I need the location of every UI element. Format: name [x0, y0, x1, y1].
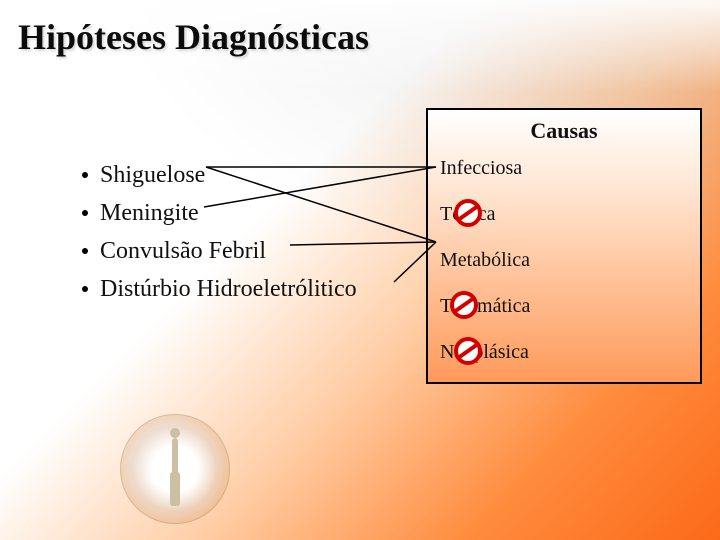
- hypothesis-label: Convulsão Febril: [100, 238, 266, 265]
- bullet-icon: [82, 248, 88, 254]
- hypotheses-list: Shiguelose Meningite Convulsão Febril Di…: [82, 156, 412, 308]
- cause-item: Neoplásica: [440, 338, 688, 366]
- cause-label: Metabólica: [440, 249, 530, 272]
- hypothesis-item: Convulsão Febril: [82, 232, 412, 270]
- hypothesis-label: Shiguelose: [100, 162, 205, 189]
- causes-box: Causas Infecciosa Tóxica Metabólica Trau…: [426, 108, 702, 384]
- prohibit-icon: [450, 291, 478, 319]
- hypothesis-item: Shiguelose: [82, 156, 412, 194]
- cause-item: Traumática: [440, 292, 688, 320]
- bullet-icon: [82, 210, 88, 216]
- cause-item: Metabólica: [440, 246, 688, 274]
- cause-item: Infecciosa: [440, 154, 688, 182]
- page-title: Hipóteses Diagnósticas: [18, 16, 702, 58]
- causes-title: Causas: [440, 118, 688, 144]
- title-bar: Hipóteses Diagnósticas Hipóteses Diagnós…: [0, 0, 720, 88]
- hypothesis-label: Distúrbio Hidroeletrólitico: [100, 276, 357, 303]
- bullet-icon: [82, 172, 88, 178]
- hypothesis-label: Meningite: [100, 200, 199, 227]
- cause-item: Tóxica: [440, 200, 688, 228]
- footer-image: [110, 404, 260, 534]
- bullet-icon: [82, 286, 88, 292]
- hypothesis-item: Distúrbio Hidroeletrólitico: [82, 270, 412, 308]
- footer-figure-icon: [168, 428, 182, 508]
- cause-label: Infecciosa: [440, 157, 522, 180]
- prohibit-icon: [454, 199, 482, 227]
- hypothesis-item: Meningite: [82, 194, 412, 232]
- prohibit-icon: [454, 337, 482, 365]
